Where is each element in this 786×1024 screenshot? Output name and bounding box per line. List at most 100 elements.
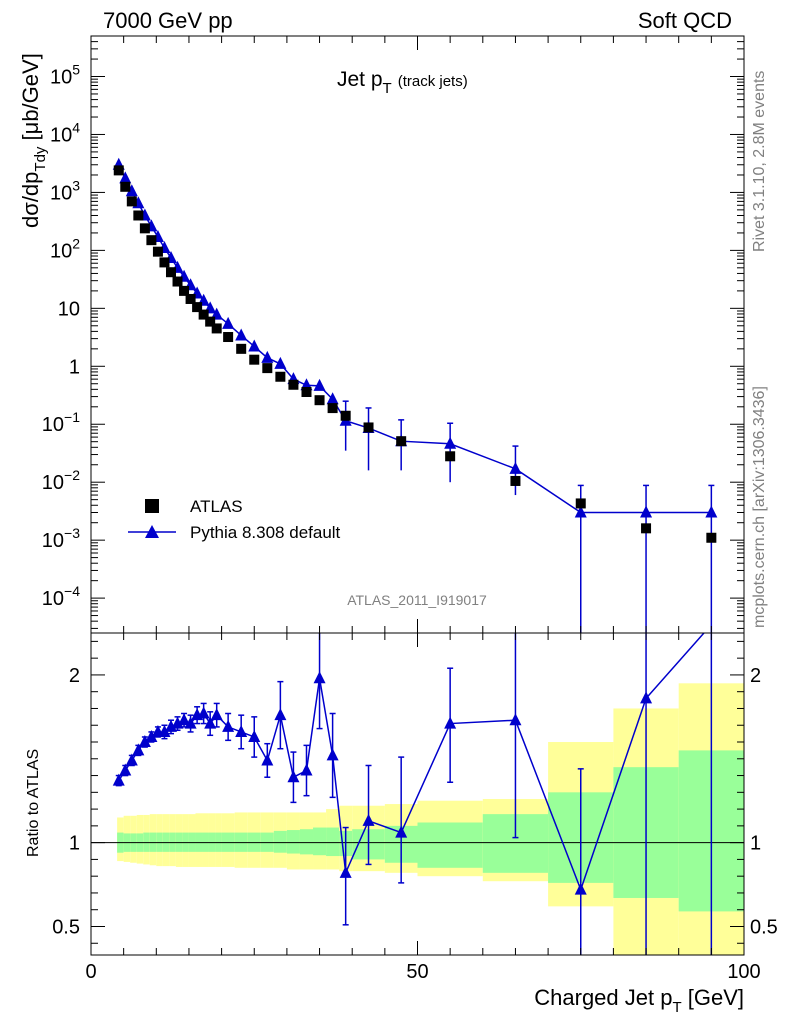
mc-point bbox=[248, 339, 261, 352]
ratio-point bbox=[184, 716, 197, 729]
data-point bbox=[165, 267, 176, 278]
mc-point bbox=[261, 350, 274, 363]
data-point bbox=[211, 323, 222, 334]
header-right-label: Soft QCD bbox=[638, 8, 732, 33]
data-point bbox=[706, 532, 717, 543]
mc-series-main bbox=[112, 157, 718, 633]
y-tick-label: 10−2 bbox=[42, 467, 80, 494]
mc-point bbox=[125, 184, 138, 197]
ratio-point bbox=[178, 713, 191, 726]
data-point bbox=[223, 332, 234, 343]
plot-title: Jet pT (track jets) bbox=[337, 68, 468, 97]
ratio-point bbox=[132, 743, 145, 756]
y-tick-label: 102 bbox=[50, 235, 80, 262]
ratio-point bbox=[138, 735, 151, 748]
y-tick-label: 103 bbox=[50, 177, 80, 204]
ratio-point bbox=[640, 691, 653, 704]
mc-point bbox=[235, 328, 248, 341]
mc-point bbox=[509, 461, 522, 474]
data-point bbox=[179, 285, 190, 296]
band-inner bbox=[273, 830, 287, 853]
ratio-point bbox=[313, 671, 326, 684]
band-inner bbox=[326, 827, 340, 857]
mc-point bbox=[222, 316, 235, 329]
data-point bbox=[314, 395, 325, 406]
data-point bbox=[159, 257, 170, 268]
ratio-point bbox=[362, 813, 375, 826]
x-tick-label: 0 bbox=[85, 961, 96, 983]
data-series-main bbox=[113, 165, 717, 543]
data-point bbox=[113, 165, 124, 176]
data-point bbox=[185, 293, 196, 304]
ratio-point bbox=[444, 716, 457, 729]
legend-mc-label: Pythia 8.308 default bbox=[190, 523, 341, 542]
ratio-point bbox=[574, 882, 587, 895]
ratio-point bbox=[112, 773, 125, 786]
ratio-point bbox=[287, 770, 300, 783]
data-point bbox=[152, 246, 163, 257]
ratio-y-tick-label-right: 2 bbox=[750, 665, 761, 687]
analysis-id: ATLAS_2011_I919017 bbox=[347, 592, 487, 608]
data-point bbox=[396, 436, 407, 447]
ratio-point bbox=[339, 865, 352, 878]
axis-tick-labels: 0 50 100 10−4 10−3 10−2 10−1 1 10 102 103 104 105 0.5… bbox=[42, 62, 778, 983]
ratio-point bbox=[395, 825, 408, 838]
source-info: mcplots.cern.ch [arXiv:1306.3436] bbox=[751, 386, 768, 628]
y-tick-label: 105 bbox=[50, 62, 80, 89]
mc-point bbox=[444, 436, 457, 449]
data-point bbox=[249, 354, 260, 365]
data-point bbox=[139, 223, 150, 234]
data-point bbox=[192, 302, 203, 313]
mc-series-ratio bbox=[112, 633, 713, 955]
data-point bbox=[340, 410, 351, 421]
ratio-y-tick-label: 1 bbox=[69, 833, 80, 855]
ratio-point bbox=[164, 719, 177, 732]
data-point bbox=[301, 387, 312, 398]
data-point bbox=[126, 196, 137, 207]
data-point bbox=[198, 309, 209, 320]
data-point bbox=[120, 181, 131, 192]
mc-point bbox=[119, 171, 132, 184]
legend-data-marker bbox=[145, 499, 159, 513]
data-point bbox=[275, 371, 286, 382]
ratio-point bbox=[197, 706, 210, 719]
x-tick-label: 50 bbox=[406, 961, 428, 983]
ratio-y-tick-label: 2 bbox=[69, 665, 80, 687]
header-left-label: 7000 GeV pp bbox=[103, 8, 233, 33]
data-point bbox=[205, 316, 216, 327]
x-tick-label: 100 bbox=[727, 961, 760, 983]
ratio-point bbox=[210, 708, 223, 721]
y-tick-label: 10 bbox=[58, 298, 80, 320]
ratio-y-axis-label: Ratio to ATLAS bbox=[25, 749, 42, 857]
band-inner bbox=[299, 829, 314, 855]
x-axis-label: Charged Jet pT [GeV] bbox=[534, 985, 744, 1016]
data-point bbox=[288, 379, 299, 390]
ratio-y-tick-label-right: 1 bbox=[750, 833, 761, 855]
ratio-point bbox=[119, 763, 132, 776]
legend: ATLAS Pythia 8.308 default bbox=[128, 497, 341, 542]
legend-data-label: ATLAS bbox=[190, 497, 243, 516]
band-inner bbox=[286, 830, 300, 854]
ratio-point bbox=[326, 748, 339, 761]
data-point bbox=[133, 210, 144, 221]
mc-line bbox=[118, 164, 712, 514]
mc-point bbox=[326, 392, 339, 405]
ratio-point bbox=[171, 716, 184, 729]
mc-point bbox=[574, 505, 587, 518]
y-tick-label: 10−1 bbox=[42, 409, 80, 436]
data-point bbox=[262, 363, 273, 374]
ratio-point bbox=[248, 729, 261, 742]
data-point bbox=[445, 451, 456, 462]
data-point bbox=[327, 403, 338, 414]
ratio-point bbox=[274, 708, 287, 721]
data-point bbox=[236, 343, 247, 354]
main-y-axis-label: dσ/dpTdy [μb/GeV] bbox=[18, 53, 49, 228]
ratio-point bbox=[235, 724, 248, 737]
band-inner bbox=[417, 822, 483, 868]
ratio-point bbox=[158, 724, 171, 737]
generator-info: Rivet 3.1.10, 2.8M events bbox=[751, 71, 768, 252]
data-point bbox=[510, 475, 521, 486]
legend-mc-marker bbox=[145, 525, 159, 538]
data-point bbox=[363, 422, 374, 433]
